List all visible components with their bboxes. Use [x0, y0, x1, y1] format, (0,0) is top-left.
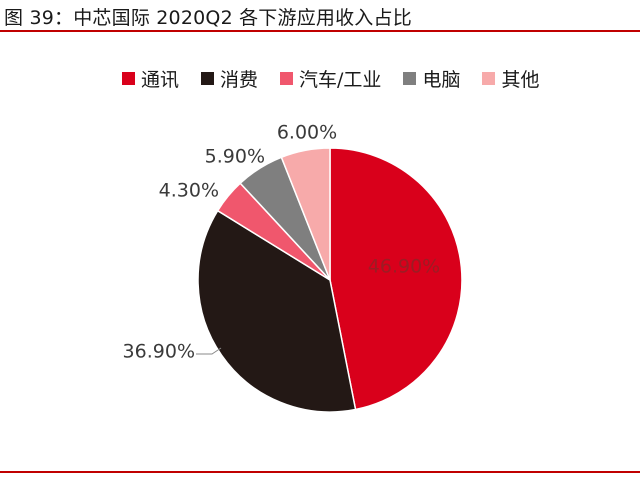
legend-item-computer: 电脑 [403, 65, 460, 92]
pie-slice-1 [197, 209, 357, 413]
legend-label: 电脑 [422, 68, 461, 91]
legend-swatch [201, 71, 215, 85]
chart-legend: 通讯 消费 汽车/工业 电脑 其他 [122, 64, 539, 92]
data-label-1: 36.90% [123, 341, 195, 363]
legend-item-consumer: 消费 [201, 65, 258, 92]
legend-label: 其他 [501, 68, 540, 91]
legend-swatch [403, 71, 417, 85]
data-label-0: 46.90% [368, 256, 440, 278]
legend-item-other: 其他 [482, 65, 539, 92]
legend-item-comm: 通讯 [122, 65, 179, 92]
legend-swatch [482, 71, 496, 85]
bottom-divider [0, 471, 640, 473]
data-label-3: 5.90% [205, 146, 265, 168]
top-divider [0, 30, 640, 32]
legend-label: 通讯 [141, 68, 180, 91]
pie-slice-4 [280, 147, 331, 281]
legend-label: 消费 [220, 68, 259, 91]
figure-title: 图 39：中芯国际 2020Q2 各下游应用收入占比 [4, 7, 412, 29]
legend-label: 汽车/工业 [299, 68, 382, 91]
leader-line-1 [196, 347, 222, 355]
legend-swatch [122, 71, 135, 85]
legend-swatch [280, 71, 294, 85]
legend-item-auto-industrial: 汽车/工业 [280, 65, 381, 92]
data-label-2: 4.30% [159, 180, 219, 202]
data-label-4: 6.00% [277, 122, 337, 144]
pie-slice-0 [329, 147, 463, 411]
